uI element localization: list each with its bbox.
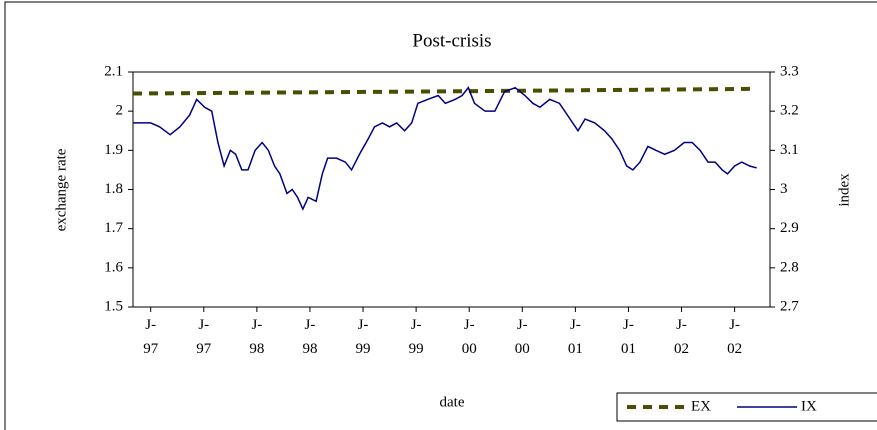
x-tick-label: J- 98: [302, 317, 318, 357]
y-tick-label: 1.8: [104, 181, 123, 197]
y2-tick-label: 2.9: [780, 220, 799, 236]
chart-frame: [4, 1, 877, 430]
legend-label: EX: [691, 398, 711, 414]
x-tick-label: J- 00: [461, 317, 477, 357]
legend-label: IX: [801, 398, 817, 414]
y2-tick-label: 3: [780, 181, 788, 197]
x-tick-label: J- 00: [514, 317, 530, 357]
x-tick-label: J- 97: [196, 317, 212, 357]
y-tick-label: 1.6: [104, 259, 123, 275]
x-tick-label: J- 01: [567, 317, 583, 357]
chart-title: Post-crisis: [412, 30, 491, 51]
y-tick-label: 2: [116, 103, 124, 119]
y2-axis-label: index: [836, 173, 852, 207]
x-tick-label: J- 02: [674, 317, 690, 357]
y-axis-label: exchange rate: [53, 148, 69, 231]
y-tick-label: 1.7: [104, 220, 123, 236]
y-tick-label: 1.5: [104, 298, 123, 314]
y2-tick-label: 3.3: [780, 63, 799, 79]
y2-tick-label: 3.1: [780, 142, 799, 158]
x-tick-label: J- 99: [408, 317, 424, 357]
x-tick-label: J- 97: [143, 317, 159, 357]
y2-tick-label: 2.8: [780, 259, 799, 275]
y-tick-label: 1.9: [104, 142, 123, 158]
y2-tick-label: 3.2: [780, 103, 799, 119]
series-line: [133, 86, 757, 211]
x-tick-label: J- 99: [355, 317, 371, 357]
y-tick-label: 2.1: [104, 63, 123, 79]
x-tick-label: J- 98: [249, 317, 265, 357]
x-axis-label: date: [440, 394, 465, 410]
y2-tick-label: 2.7: [780, 298, 799, 314]
x-tick-label: J- 02: [727, 317, 743, 357]
x-tick-label: J- 01: [620, 317, 636, 357]
